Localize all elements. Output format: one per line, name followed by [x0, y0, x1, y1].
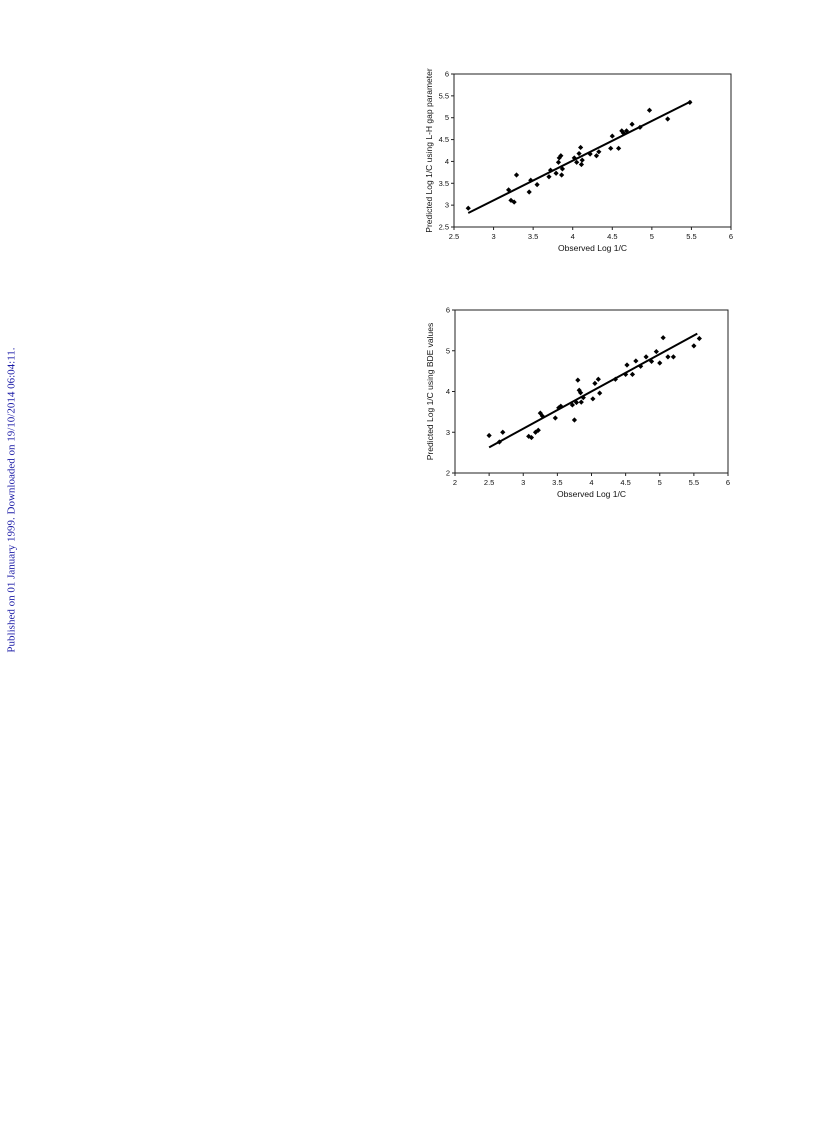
bde-data-point [629, 371, 636, 377]
scatter-chart-lh-gap-svg: 2.5 3 3.5 4 4.5 5 5.5 6 2.5 3 3.5 4 4.5 5 5.5 6 Observed… [424, 68, 733, 253]
lh-data-point [609, 133, 615, 139]
bde-data-point [696, 335, 702, 342]
lh-y-tick-label: 3.5 [439, 179, 449, 188]
lh-data-point [513, 172, 520, 178]
bde-x-tick-label: 4 [589, 478, 593, 487]
bde-data-point [573, 399, 580, 406]
bde-data-point [578, 399, 584, 405]
bde-data-point [633, 358, 639, 364]
bde-x-tick-label: 2.5 [484, 478, 494, 487]
bde-data-point [595, 376, 601, 382]
lh-data-point [526, 189, 532, 195]
lh-data-point [578, 161, 585, 168]
lh-data-point [534, 181, 540, 188]
lh-y-tick-label: 3 [445, 201, 449, 210]
lh-data-point [578, 144, 584, 151]
lh-x-tick-label: 3 [491, 232, 495, 241]
lh-data-point [576, 150, 582, 157]
lh-data-point [623, 128, 630, 134]
lh-x-tick-label: 4.5 [607, 232, 617, 241]
bde-x-tick-label: 6 [726, 478, 730, 487]
lh-regression-line [467, 100, 692, 214]
lh-y-tick-label: 4 [445, 157, 449, 166]
lh-x-tick-label: 3.5 [528, 232, 538, 241]
scatter-chart-bde-svg: 2 2.5 3 3.5 4 4.5 5 5.5 6 2 3 4 5 6 Observed Log 1/C Pr… [425, 306, 730, 500]
lh-data-point [528, 177, 534, 183]
bde-data-point [643, 354, 649, 360]
bde-y-tick-label: 2 [446, 469, 450, 478]
lh-data-point [556, 155, 562, 161]
bde-data-point [653, 348, 659, 355]
lh-data-point [465, 205, 471, 211]
lh-y-tick-label: 5.5 [439, 91, 449, 100]
lh-data-point [546, 174, 552, 180]
bde-data-point [592, 380, 598, 386]
lh-data-point [665, 116, 671, 122]
lh-y-tick-label: 5 [445, 113, 449, 122]
lh-data-point [596, 149, 602, 155]
download-watermark: Published on 01 January 1999. Downloaded… [4, 347, 20, 653]
bde-x-tick-label: 5.5 [689, 478, 699, 487]
lh-x-tick-label: 5.5 [686, 232, 696, 241]
lh-data-point [579, 157, 585, 163]
lh-data-point [508, 197, 514, 203]
lh-x-tick-label: 6 [729, 232, 733, 241]
bde-y-axis-title: Predicted Log 1/C using BDE values [425, 323, 435, 461]
bde-data-point [532, 429, 539, 435]
lh-x-axis-title: Observed Log 1/C [558, 243, 627, 253]
lh-data-point [511, 199, 517, 205]
bde-x-tick-label: 3 [521, 478, 525, 487]
bde-data-point [665, 354, 671, 360]
bde-x-tick-label: 3.5 [552, 478, 562, 487]
bde-x-tick-label: 5 [658, 478, 662, 487]
scatter-chart-lh-gap: 2.5 3 3.5 4 4.5 5 5.5 6 2.5 3 3.5 4 4.5 5 5.5 6 Observed… [420, 60, 740, 260]
bde-data-point [691, 343, 697, 349]
lh-y-tick-label: 4.5 [439, 135, 449, 144]
bde-data-point [575, 377, 581, 383]
lh-y-axis-title: Predicted Log 1/C using L-H gap paramete… [424, 68, 434, 233]
lh-data-point [608, 145, 614, 151]
lh-data-point [616, 145, 622, 151]
bde-data-point [500, 429, 506, 435]
lh-y-tick-label: 6 [445, 70, 449, 79]
lh-data-point [559, 166, 566, 172]
bde-y-tick-label: 4 [446, 387, 450, 396]
bde-x-tick-label: 4.5 [620, 478, 630, 487]
bde-y-tick-label: 3 [446, 428, 450, 437]
bde-y-tick-label: 6 [446, 306, 450, 315]
lh-data-point [646, 107, 653, 113]
bde-data-point [552, 415, 558, 421]
bde-data-point [486, 432, 492, 439]
bde-data-point [623, 371, 629, 377]
lh-data-point [559, 172, 565, 178]
bde-data-point [660, 335, 666, 341]
lh-data-point [687, 99, 693, 106]
bde-data-point [590, 396, 596, 402]
lh-x-tick-label: 5 [650, 232, 654, 241]
bde-data-point [580, 395, 586, 401]
bde-data-point [624, 362, 630, 368]
download-watermark-text: Published on 01 January 1999. Downloaded… [6, 347, 19, 653]
lh-x-tick-label: 2.5 [449, 232, 459, 241]
bde-regression-line [488, 332, 698, 449]
scatter-chart-bde: 2 2.5 3 3.5 4 4.5 5 5.5 6 2 3 4 5 6 Observed Log 1/C Pr… [425, 300, 745, 510]
lh-data-point [593, 153, 600, 159]
lh-data-point [555, 159, 562, 165]
bde-x-axis-title: Observed Log 1/C [557, 489, 626, 499]
lh-data-point [637, 124, 643, 130]
lh-data-point [629, 121, 635, 127]
bde-data-point [657, 360, 663, 366]
bde-data-point [571, 417, 578, 423]
lh-x-tick-label: 4 [571, 232, 575, 241]
bde-data-point [670, 354, 676, 360]
bde-x-tick-label: 2 [453, 478, 457, 487]
lh-data-point [553, 170, 559, 176]
lh-data-point [620, 130, 626, 136]
bde-y-tick-label: 5 [446, 346, 450, 355]
bde-data-point [597, 390, 603, 396]
lh-y-tick-label: 2.5 [439, 223, 449, 232]
lh-data-point [571, 155, 577, 161]
lh-plot-frame [453, 73, 732, 228]
